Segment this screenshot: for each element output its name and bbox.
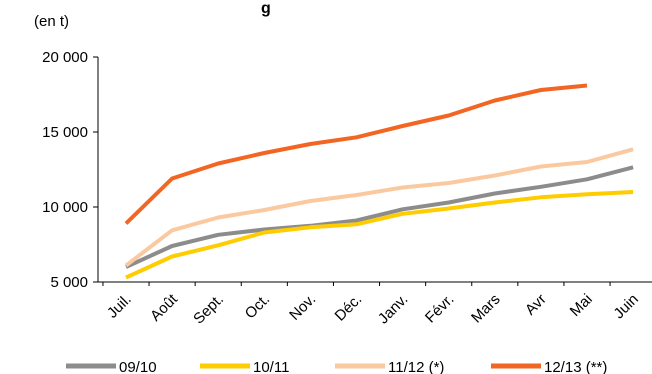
- x-tick-label: Mars: [468, 291, 504, 327]
- series-line-0: [125, 165, 634, 269]
- x-tick-label: Avr: [522, 291, 550, 319]
- series-line-3: [124, 83, 588, 225]
- legend: 09/10 10/11 11/12 (*) 12/13 (**): [66, 359, 607, 374]
- unit-label: (en t): [34, 13, 69, 30]
- x-tick-label: Déc.: [331, 291, 365, 325]
- legend-label-1: 10/11: [253, 359, 289, 374]
- x-tick-labels: Juil. Août Sept. Oct. Nov. Déc. Janv. Févr. Mars…: [104, 290, 642, 327]
- axes: [93, 56, 652, 286]
- x-tick-label: Juin: [610, 291, 641, 322]
- y-tick-labels: 5 000 10 000 15 000 20 000: [42, 49, 88, 291]
- y-tick-label: 5 000: [50, 274, 88, 291]
- legend-label-0: 09/10: [119, 359, 157, 374]
- y-tick-label: 20 000: [42, 49, 88, 66]
- x-tick-label: Sept.: [190, 291, 227, 328]
- y-tick-label: 10 000: [42, 199, 88, 216]
- x-tick-label: Oct.: [242, 291, 273, 322]
- x-tick-label: Août: [147, 290, 181, 324]
- x-tick-label: Juil.: [104, 291, 135, 322]
- x-tick-label: Févr.: [422, 291, 458, 327]
- legend-label-3: 12/13 (**): [544, 359, 607, 374]
- series-layer: [124, 83, 634, 280]
- series-line-1: [125, 190, 634, 280]
- x-tick-label: Mai: [567, 291, 596, 320]
- series-line-2: [124, 147, 634, 268]
- y-tick-label: 15 000: [42, 124, 88, 141]
- legend-label-2: 11/12 (*): [388, 359, 444, 374]
- x-tick-label: Nov.: [286, 291, 319, 324]
- x-tick-label: Janv.: [375, 291, 412, 328]
- chart-title: g: [261, 0, 271, 17]
